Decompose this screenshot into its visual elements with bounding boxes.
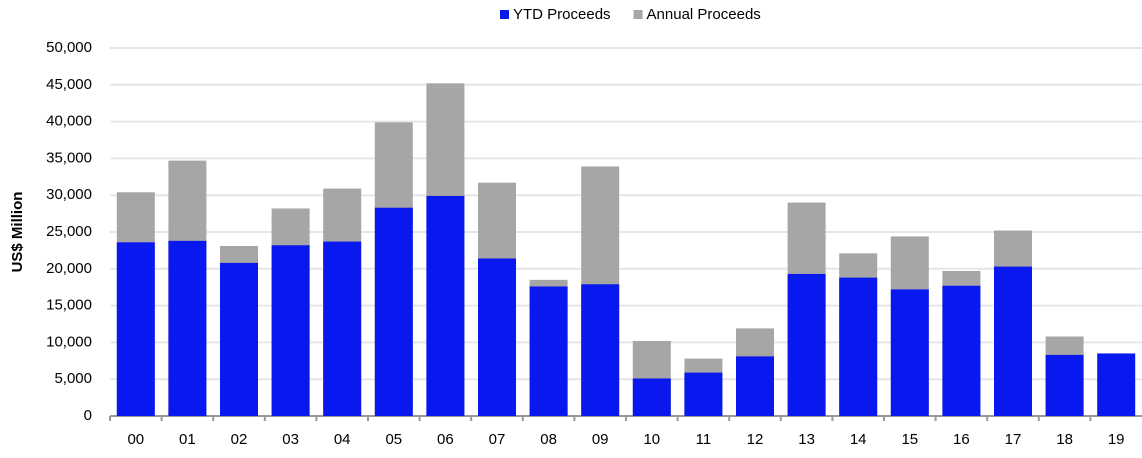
y-tick-label: 30,000 (46, 186, 92, 203)
x-tick-label: 02 (231, 431, 248, 448)
legend-label: YTD Proceeds (513, 6, 611, 23)
bar (116, 242, 155, 416)
x-tick-label: 05 (385, 431, 402, 448)
x-tick-label: 06 (437, 431, 454, 448)
bar (1097, 353, 1136, 416)
x-tick-label: 09 (592, 431, 609, 448)
y-tick-label: 35,000 (46, 149, 92, 166)
y-tick-label: 25,000 (46, 223, 92, 240)
x-tick-label: 14 (850, 431, 867, 448)
bar (220, 262, 258, 416)
y-tick-label: 10,000 (46, 333, 92, 350)
y-tick-label: 20,000 (46, 260, 92, 277)
x-tick-label: 08 (540, 431, 557, 448)
x-tick-label: 03 (282, 431, 299, 448)
y-tick-label: 15,000 (46, 297, 92, 314)
legend-swatch (500, 10, 509, 19)
bar (942, 285, 981, 416)
bar (632, 378, 671, 416)
bar (529, 286, 568, 416)
y-tick-label: 50,000 (46, 39, 92, 56)
x-tick-label: 13 (798, 431, 815, 448)
y-tick-label: 45,000 (46, 76, 92, 93)
bar (426, 195, 465, 416)
x-tick-label: 07 (489, 431, 506, 448)
x-tick-label: 00 (127, 431, 144, 448)
x-tick-label: 15 (901, 431, 918, 448)
y-tick-label: 5,000 (54, 370, 92, 387)
x-tick-label: 16 (953, 431, 970, 448)
bar (374, 207, 413, 416)
bar (1045, 354, 1084, 416)
bar (994, 266, 1032, 416)
x-tick-label: 18 (1056, 431, 1073, 448)
x-tick-label: 11 (696, 431, 712, 448)
bar (323, 241, 362, 416)
x-tick-label: 01 (179, 431, 196, 448)
legend-swatch (633, 10, 643, 19)
bar (581, 284, 620, 416)
x-tick-label: 19 (1108, 431, 1125, 448)
x-tick-label: 17 (1005, 431, 1022, 448)
x-tick-label: 10 (643, 431, 660, 448)
y-axis-label: US$ Million (9, 192, 26, 273)
bar (839, 277, 878, 416)
bar (787, 273, 826, 416)
bar (478, 258, 516, 416)
y-tick-label: 0 (84, 407, 92, 424)
y-tick-label: 40,000 (46, 113, 92, 130)
x-tick-label: 12 (747, 431, 764, 448)
bar (684, 372, 723, 416)
legend-label: Annual Proceeds (647, 6, 761, 23)
bar (890, 289, 929, 416)
bar (168, 240, 207, 416)
x-tick-label: 04 (334, 431, 351, 448)
bar (271, 245, 310, 416)
bar (736, 356, 774, 416)
